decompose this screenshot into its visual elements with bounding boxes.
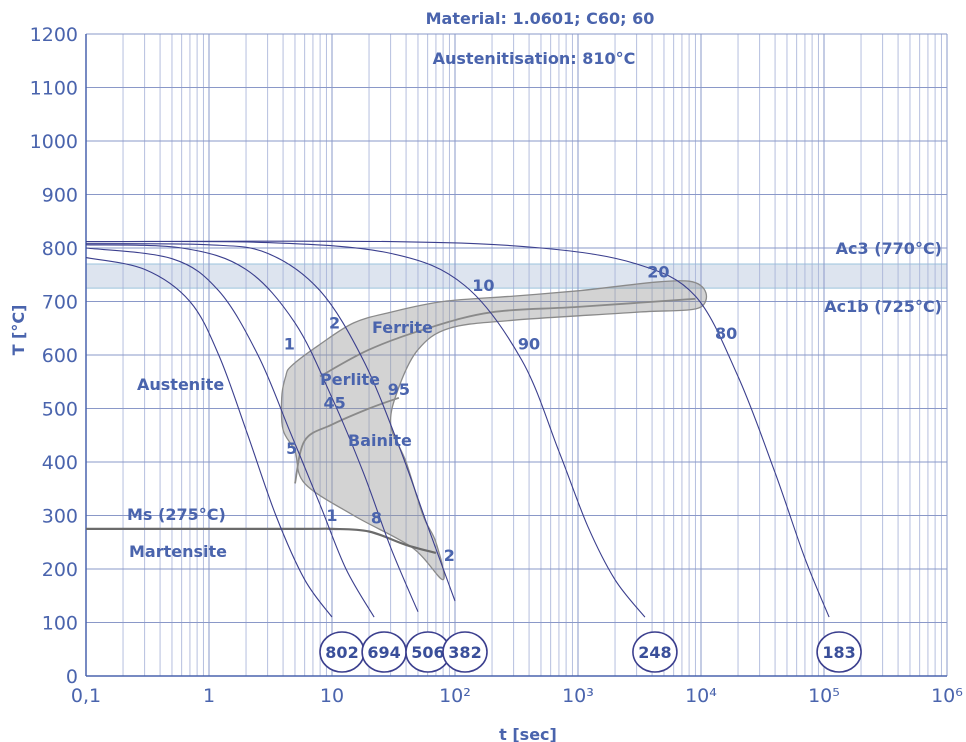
hardness-value: 248: [638, 643, 671, 662]
curve-percent-label: 45: [323, 394, 345, 413]
curve-percent-label: 20: [647, 262, 669, 281]
martensite-label: Martensite: [129, 542, 227, 561]
y-tick-label: 800: [42, 238, 78, 260]
curve-percent-label: 1: [326, 506, 337, 525]
y-tick-label: 1100: [30, 78, 78, 100]
x-tick-label: 10⁴: [685, 685, 717, 707]
hardness-value: 694: [367, 643, 400, 662]
y-tick-label: 0: [66, 666, 78, 688]
x-tick-label: 10: [320, 685, 344, 707]
curve-percent-label: 2: [329, 313, 340, 332]
ac-band: [86, 264, 947, 288]
x-tick-label: 10²: [439, 685, 471, 707]
austenite-label: Austenite: [137, 375, 224, 394]
critical-temperature-band: [86, 264, 947, 288]
curve-percent-label: 80: [715, 324, 737, 343]
x-tick-label: 10⁶: [931, 685, 963, 707]
y-tick-label: 500: [42, 399, 78, 421]
ac1b-label: Ac1b (725°C): [824, 297, 942, 316]
hardness-value: 382: [448, 643, 481, 662]
hardness-value: 183: [822, 643, 855, 662]
bainite-label: Bainite: [348, 431, 412, 450]
ac3-label: Ac3 (770°C): [836, 239, 942, 258]
x-tick-label: 0,1: [71, 685, 101, 707]
y-tick-label: 200: [42, 559, 78, 581]
y-tick-label: 1200: [30, 24, 78, 46]
y-axis-label: T [°C]: [9, 305, 28, 356]
y-tick-label: 100: [42, 613, 78, 635]
y-tick-label: 900: [42, 185, 78, 207]
curve-percent-label: 8: [371, 509, 382, 528]
hardness-value: 802: [325, 643, 358, 662]
y-tick-label: 300: [42, 506, 78, 528]
x-axis-label: t [sec]: [499, 725, 557, 742]
curve-percent-label: 95: [388, 380, 410, 399]
y-tick-label: 700: [42, 292, 78, 314]
y-tick-label: 400: [42, 452, 78, 474]
chart-subtitle: Austenitisation: 810°C: [433, 49, 636, 68]
x-tick-label: 1: [203, 685, 215, 707]
curve-percent-label: 5: [286, 439, 297, 458]
curve-percent-label: 2: [444, 546, 455, 565]
y-tick-label: 1000: [30, 131, 78, 153]
curve-percent-label: 1: [284, 335, 295, 354]
perlite-label: Perlite: [320, 370, 380, 389]
hardness-value: 506: [411, 643, 444, 662]
x-tick-label: 10³: [562, 685, 594, 707]
curve-percent-label: 90: [518, 335, 540, 354]
y-tick-label: 600: [42, 345, 78, 367]
ferrite-label: Ferrite: [372, 318, 433, 337]
chart-title: Material: 1.0601; C60; 60: [426, 9, 655, 28]
ms-label: Ms (275°C): [127, 505, 226, 524]
curve-percent-label: 10: [472, 276, 494, 295]
x-tick-label: 10⁵: [808, 685, 840, 707]
